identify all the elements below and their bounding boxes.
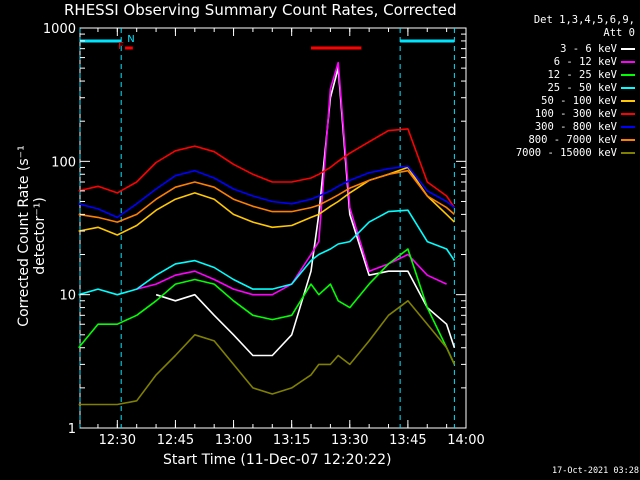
night-flag-label: N: [127, 34, 135, 45]
series-line-6-12-kev: [136, 61, 447, 296]
y-tick-label: 100: [51, 155, 76, 170]
legend-entry: 800 - 7000 keV: [480, 133, 635, 146]
legend-entry: 300 - 800 keV: [480, 120, 635, 133]
legend-label: 50 - 100 keV: [541, 94, 617, 107]
x-tick-label: 12:45: [157, 433, 194, 448]
chart-title: RHESSI Observing Summary Count Rates, Co…: [64, 1, 457, 19]
legend-swatch: [621, 47, 635, 50]
legend-entry: 6 - 12 keV: [480, 55, 635, 68]
legend-label: 3 - 6 keV: [560, 42, 617, 55]
series-line-50-100-kev: [78, 166, 455, 236]
y-axis-label: Corrected Count Rate (s⁻¹ detector⁻¹): [16, 145, 48, 327]
x-tick-label: 13:30: [331, 433, 368, 448]
legend-entry: 7000 - 15000 keV: [480, 146, 635, 159]
legend-label: 800 - 7000 keV: [528, 133, 617, 146]
legend: 3 - 6 keV 6 - 12 keV 12 - 25 keV 25 - 50 ke…: [480, 42, 635, 159]
legend-label: 25 - 50 keV: [547, 81, 617, 94]
legend-entry: 12 - 25 keV: [480, 68, 635, 81]
legend-entry: 25 - 50 keV: [480, 81, 635, 94]
legend-label: 100 - 300 keV: [534, 107, 617, 120]
series-line-7000-15000-kev: [78, 300, 456, 406]
legend-swatch: [621, 112, 635, 115]
legend-header: Det 1,3,4,5,6,9, Att 0: [490, 14, 635, 40]
legend-entry: 3 - 6 keV: [480, 42, 635, 55]
series-line-800-7000-kev: [78, 169, 455, 223]
legend-swatch: [621, 73, 635, 76]
legend-header-line-1: Det 1,3,4,5,6,9,: [533, 14, 635, 26]
axis-ticks: 12:30 12:45 13:00 13:15 13:30 13:45 14:00 1 10 10…: [43, 22, 485, 448]
series-line-100-300-kev: [78, 128, 456, 209]
series-line-12-25-kev: [77, 248, 456, 365]
legend-label: 7000 - 15000 keV: [515, 146, 617, 159]
legend-swatch: [621, 138, 635, 141]
legend-swatch: [621, 151, 635, 154]
x-tick-label: 12:30: [99, 433, 136, 448]
legend-entry: 50 - 100 keV: [480, 94, 635, 107]
y-tick-label: 10: [59, 289, 76, 304]
x-tick-label: 14:00: [447, 433, 484, 448]
series-line-25-50-kev: [78, 209, 456, 296]
legend-swatch: [621, 60, 635, 63]
legend-entry: 100 - 300 keV: [480, 107, 635, 120]
legend-swatch: [621, 99, 635, 102]
legend-swatch: [621, 125, 635, 128]
series-line-300-800-kev: [78, 165, 455, 219]
x-axis-label: Start Time (11-Dec-07 12:20:22): [163, 452, 392, 468]
series-lines: [77, 61, 456, 406]
x-tick-label: 13:15: [273, 433, 310, 448]
legend-label: 6 - 12 keV: [553, 55, 617, 68]
legend-label: 12 - 25 keV: [547, 68, 617, 81]
legend-swatch: [621, 86, 635, 89]
x-tick-label: 13:45: [389, 433, 426, 448]
legend-label: 300 - 800 keV: [534, 120, 617, 133]
flag-bars: [79, 28, 455, 428]
timestamp: 17-Oct-2021 03:28: [552, 466, 639, 476]
legend-header-line-2: Att 0: [603, 27, 635, 39]
x-tick-label: 13:00: [215, 433, 252, 448]
y-tick-label: 1: [68, 422, 76, 437]
y-tick-label: 1000: [43, 22, 76, 37]
flare-flag-label: F: [118, 41, 124, 52]
